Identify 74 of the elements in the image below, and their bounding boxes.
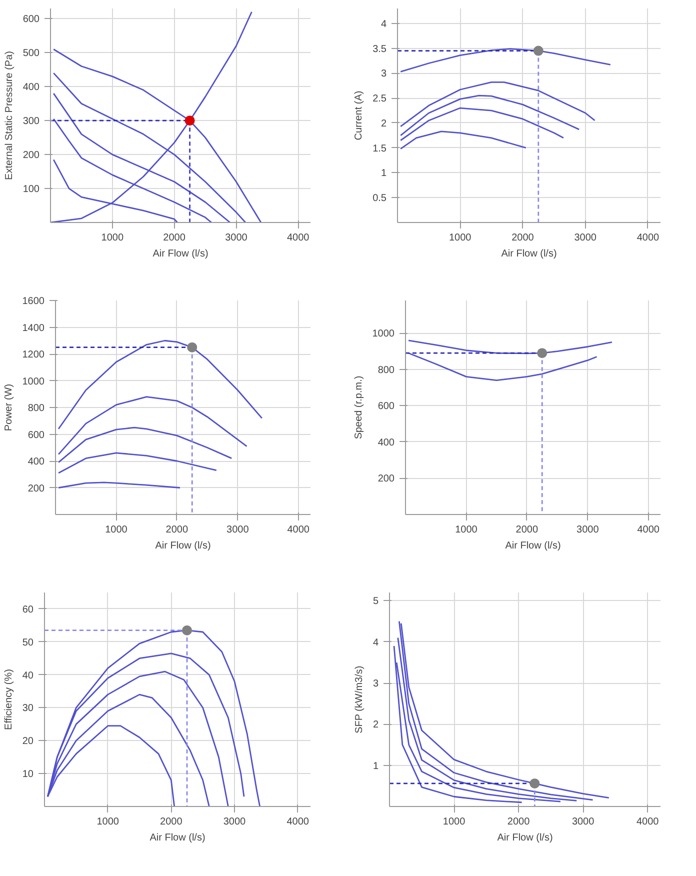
y-tick-label: 500: [22, 48, 40, 60]
y-tick-label: 400: [28, 456, 45, 468]
y-tick-label: 1200: [22, 350, 45, 360]
y-tick-label: 40: [22, 670, 34, 682]
y-tick-label: 800: [28, 403, 45, 414]
y-tick-label: 4: [372, 637, 379, 648]
x-tick-label: 2000: [507, 816, 530, 828]
y-tick-label: 200: [378, 474, 395, 485]
y-tick-label: 60: [22, 604, 34, 616]
y-tick-label: 300: [22, 116, 40, 128]
y-tick-label: 1400: [22, 322, 45, 334]
x-tick-label: 1000: [442, 816, 466, 828]
x-tick-label: 1000: [455, 524, 478, 536]
y-axis-title: Speed (r.p.m.): [353, 376, 364, 440]
x-tick-label: 4000: [636, 232, 660, 244]
x-tick-label: 2000: [163, 232, 186, 244]
x-tick-label: 4000: [636, 816, 660, 828]
y-tick-label: 800: [378, 364, 395, 376]
x-tick-label: 1000: [101, 232, 124, 244]
x-axis-title: Air Flow (l/s): [497, 832, 553, 844]
x-tick-label: 4000: [286, 816, 310, 828]
x-tick-label: 1000: [105, 524, 128, 536]
y-tick-label: 3.5: [372, 44, 387, 55]
x-tick-label: 1000: [96, 816, 120, 828]
y-tick-label: 200: [28, 483, 45, 494]
y-tick-label: 30: [22, 703, 34, 714]
x-tick-label: 3000: [576, 524, 600, 536]
y-tick-label: 1600: [22, 296, 45, 307]
y-tick-label: 200: [22, 150, 40, 162]
y-tick-label: 2: [380, 118, 387, 130]
y-tick-label: 600: [378, 401, 395, 412]
x-tick-label: 4000: [286, 232, 310, 244]
x-tick-label: 3000: [225, 232, 248, 244]
y-tick-label: 100: [22, 184, 40, 196]
x-tick-label: 3000: [572, 816, 595, 828]
x-tick-label: 2000: [166, 524, 188, 536]
y-tick-label: 2.5: [372, 94, 387, 105]
y-tick-label: 600: [28, 430, 45, 441]
x-tick-label: 2000: [516, 524, 538, 536]
x-tick-label: 4000: [637, 524, 660, 536]
x-tick-label: 1000: [448, 232, 472, 244]
y-tick-label: 1000: [372, 328, 395, 340]
x-axis-title: Air Flow (l/s): [152, 248, 208, 260]
x-tick-label: 2000: [512, 232, 534, 244]
y-tick-label: 3: [380, 68, 387, 80]
y-tick-label: 1: [372, 760, 379, 772]
y-tick-label: 1: [380, 168, 387, 180]
y-tick-label: 20: [22, 736, 34, 748]
y-tick-label: 1.5: [372, 143, 387, 154]
y-tick-label: 2: [372, 720, 379, 731]
y-tick-label: 600: [22, 14, 40, 26]
y-tick-label: 1000: [22, 376, 45, 388]
y-axis-title: SFP (kW/m3/s): [354, 666, 365, 734]
x-tick-label: 3000: [226, 524, 250, 536]
y-axis-title: Current (A): [354, 90, 365, 140]
y-tick-label: 5: [372, 596, 379, 608]
y-tick-label: 10: [22, 769, 34, 780]
y-axis-title: Efficiency (%): [3, 669, 14, 730]
y-axis-title: External Static Pressure (Pa): [4, 51, 15, 180]
x-axis-title: Air Flow (l/s): [505, 540, 561, 552]
x-tick-label: 4000: [287, 524, 310, 536]
y-tick-label: 3: [372, 678, 379, 690]
y-tick-label: 0.5: [372, 193, 387, 204]
x-tick-label: 3000: [574, 232, 597, 244]
y-tick-label: 50: [22, 637, 34, 648]
y-tick-label: 400: [378, 437, 395, 448]
x-tick-label: 2000: [160, 816, 183, 828]
y-axis-title: Power (W): [3, 384, 14, 432]
y-tick-label: 400: [22, 82, 40, 94]
y-tick-label: 4: [380, 18, 387, 30]
x-tick-label: 3000: [223, 816, 246, 828]
x-axis-title: Air Flow (l/s): [501, 248, 557, 260]
x-axis-title: Air Flow (l/s): [150, 832, 206, 844]
x-axis-title: Air Flow (l/s): [155, 540, 211, 552]
